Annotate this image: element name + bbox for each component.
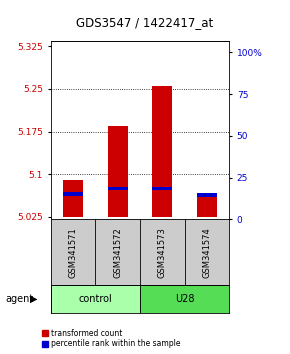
Text: U28: U28 — [175, 294, 194, 304]
Text: GSM341574: GSM341574 — [202, 227, 211, 278]
Text: GSM341572: GSM341572 — [113, 227, 122, 278]
Text: GSM341571: GSM341571 — [68, 227, 77, 278]
Text: agent: agent — [6, 294, 34, 304]
Bar — [108, 187, 128, 190]
Bar — [63, 192, 83, 196]
Bar — [63, 180, 83, 217]
Bar — [197, 193, 217, 197]
Bar — [51, 285, 140, 313]
Bar — [140, 285, 229, 313]
Text: GSM341573: GSM341573 — [158, 227, 167, 278]
Text: ▶: ▶ — [30, 294, 38, 304]
Bar — [108, 126, 128, 217]
Bar — [197, 194, 217, 217]
Legend: transformed count, percentile rank within the sample: transformed count, percentile rank withi… — [41, 329, 181, 348]
Text: control: control — [79, 294, 112, 304]
Bar — [152, 187, 172, 190]
Text: GDS3547 / 1422417_at: GDS3547 / 1422417_at — [76, 17, 214, 29]
Bar — [152, 86, 172, 217]
